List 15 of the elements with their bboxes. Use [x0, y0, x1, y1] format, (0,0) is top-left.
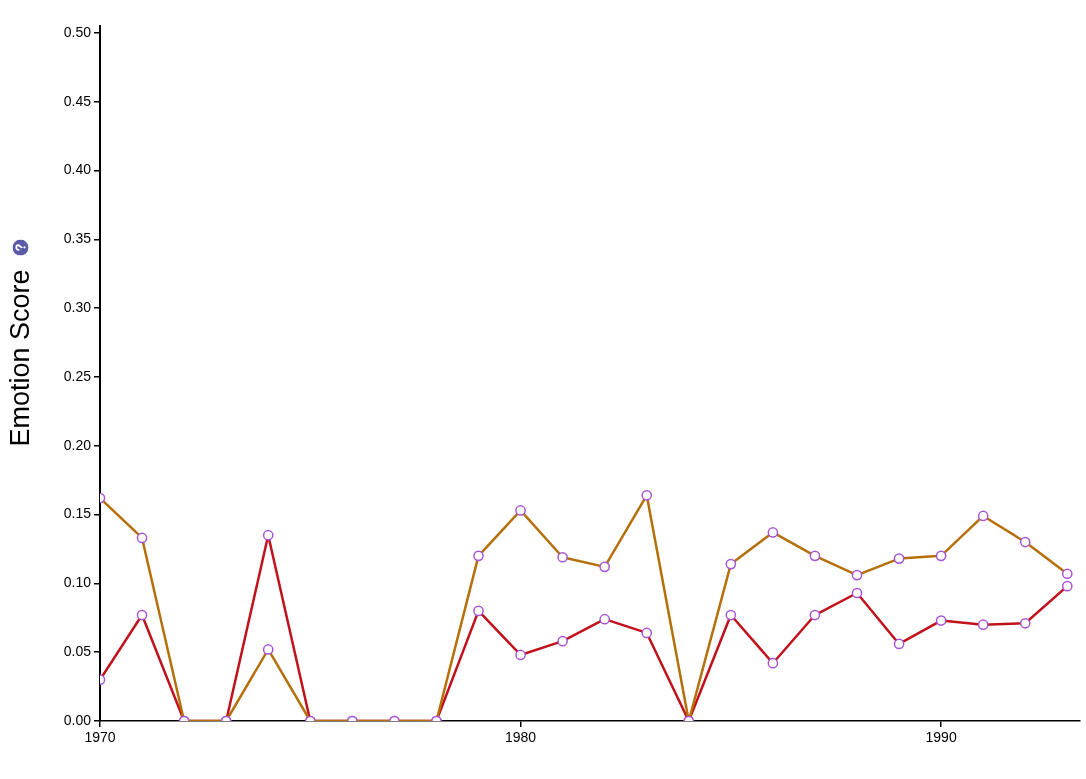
y-tick-label: 0.30 — [63, 298, 92, 315]
y-tick-label: 0.25 — [63, 367, 92, 384]
x-tick-label: 1980 — [504, 729, 537, 746]
y-axis-title: Emotion Score — [4, 269, 35, 447]
y-tick-label: 0.10 — [63, 574, 92, 591]
y-tick-label: 0.15 — [63, 505, 92, 522]
x-tick-label: 1990 — [925, 729, 957, 746]
x-tick-label: 1970 — [84, 729, 116, 746]
y-tick-label: 0.50 — [63, 23, 92, 40]
y-tick-label: 0.45 — [63, 92, 92, 109]
y-tick-label: 0.20 — [63, 436, 92, 453]
y-tick-label: 0.40 — [63, 161, 92, 178]
y-tick-label: 0.35 — [63, 230, 92, 247]
y-tick-label: 0.00 — [63, 711, 92, 728]
y-tick-label: 0.05 — [63, 643, 92, 660]
